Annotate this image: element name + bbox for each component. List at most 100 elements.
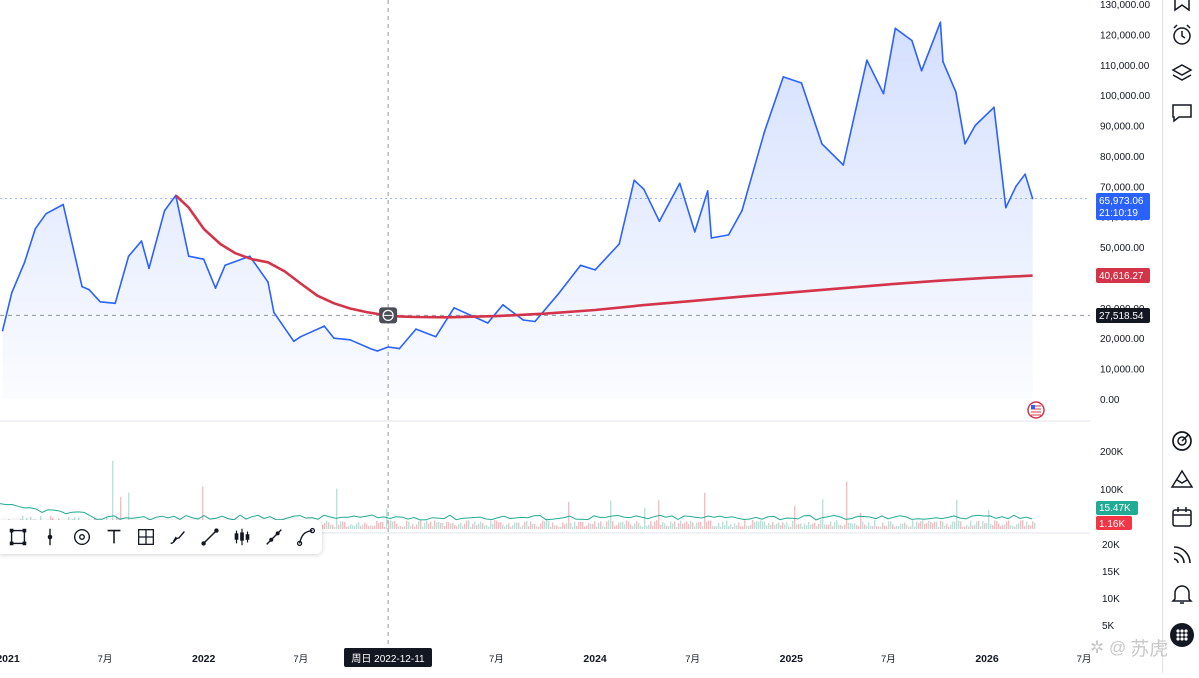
volume-bar [878,526,880,529]
volume-bar [750,525,752,529]
price-point [163,209,166,212]
volume-bar [596,526,598,529]
volume-bar [324,522,326,529]
volume-bar [838,524,840,529]
volume-bar [766,525,768,529]
volume-bar [754,522,756,529]
volume-bar [352,525,354,529]
price-point [370,348,372,350]
volume-bar [788,526,790,529]
bookmark-icon[interactable] [1169,0,1195,14]
price-point [81,285,83,288]
volume-bar [910,526,912,529]
trend-line-icon[interactable] [194,522,226,552]
volume-bar [836,520,838,529]
volume-bar [1034,522,1036,529]
price-point [148,267,150,270]
curve-icon[interactable] [290,522,322,552]
circle-target-icon[interactable] [66,522,98,552]
broadcast-icon[interactable] [1169,542,1195,568]
price-tick-label: 90,000.00 [1100,122,1145,133]
volume-bar [350,524,352,529]
volume-bar [434,520,436,529]
candles-icon[interactable] [226,522,258,552]
volume-bar [942,521,944,529]
volume-bar [388,521,390,529]
crosshair-grid-icon[interactable] [130,522,162,552]
volume-bar [920,521,922,529]
target-icon[interactable] [1169,428,1195,454]
volume-bar [824,524,826,529]
volume-bar [782,522,784,529]
volume-bar [488,526,490,529]
grid-apps-icon[interactable] [1169,622,1195,648]
volume-bar [394,521,396,529]
price-point [62,203,64,206]
crosshair-handle[interactable] [379,307,398,324]
volume-bar [1004,524,1006,529]
volume-bar [858,526,860,529]
volume-bar [980,526,982,529]
mountain-icon[interactable] [1169,466,1195,492]
volume-bar [526,520,528,529]
volume-bar [940,520,942,529]
volume-bar [372,526,374,529]
volume-bar [856,525,858,529]
volume-bar [810,524,812,529]
volume-bar [128,492,130,529]
crosshair-time-text: 周日 2022-12-11 [351,653,425,665]
last-price-label-bg [1096,193,1150,220]
text-icon[interactable] [98,522,130,552]
watermark: ✲ @ 苏虎 [1090,634,1168,661]
volume-bar [938,526,940,529]
volume-bar [884,525,886,529]
volume-bar [784,524,786,529]
layers-icon[interactable] [1169,61,1195,87]
volume-bar [826,524,828,529]
volume-bar [458,524,460,529]
time-tick-label: 2024 [583,653,607,665]
volume-bar [446,522,448,529]
volume-bar [472,523,474,529]
volume-bar [952,521,954,529]
volume-bar [438,521,440,529]
volume-bar [882,522,884,529]
price-point [1024,173,1026,175]
volume-bar [716,526,718,529]
bell-icon[interactable] [1169,581,1195,607]
volume-bar [768,522,770,529]
volume-bar [1022,520,1024,529]
volume-bar [508,523,510,529]
volume-bar [902,523,904,529]
volume-bar [748,525,750,529]
volume-bar [628,521,630,529]
vertical-line-icon[interactable] [34,522,66,552]
rectangle-icon[interactable] [2,522,34,552]
volume-bar [872,526,874,529]
price-point [710,237,713,239]
line-tool-icon[interactable] [258,522,290,552]
volume-bar [932,523,934,529]
price-point [1015,185,1017,188]
volume-bar [354,525,356,529]
price-tick-label: 50,000.00 [1100,243,1145,254]
volume-bar [558,526,560,529]
volume-bar [688,524,690,529]
volume-bar [570,522,572,529]
price-point [99,301,101,303]
us-flag-icon[interactable] [1027,401,1045,419]
volume-bar [568,501,570,529]
alarm-clock-icon[interactable] [1169,22,1195,48]
volume-bar [362,524,364,529]
volume-bar [614,525,616,529]
volume-bar [852,523,854,529]
volume-bar [522,525,524,529]
calendar-icon[interactable] [1169,504,1195,530]
volume-bar [370,525,372,529]
price-point [45,212,47,215]
brush-icon[interactable] [162,522,194,552]
volume-bar [550,526,552,529]
chat-icon[interactable] [1169,100,1195,126]
